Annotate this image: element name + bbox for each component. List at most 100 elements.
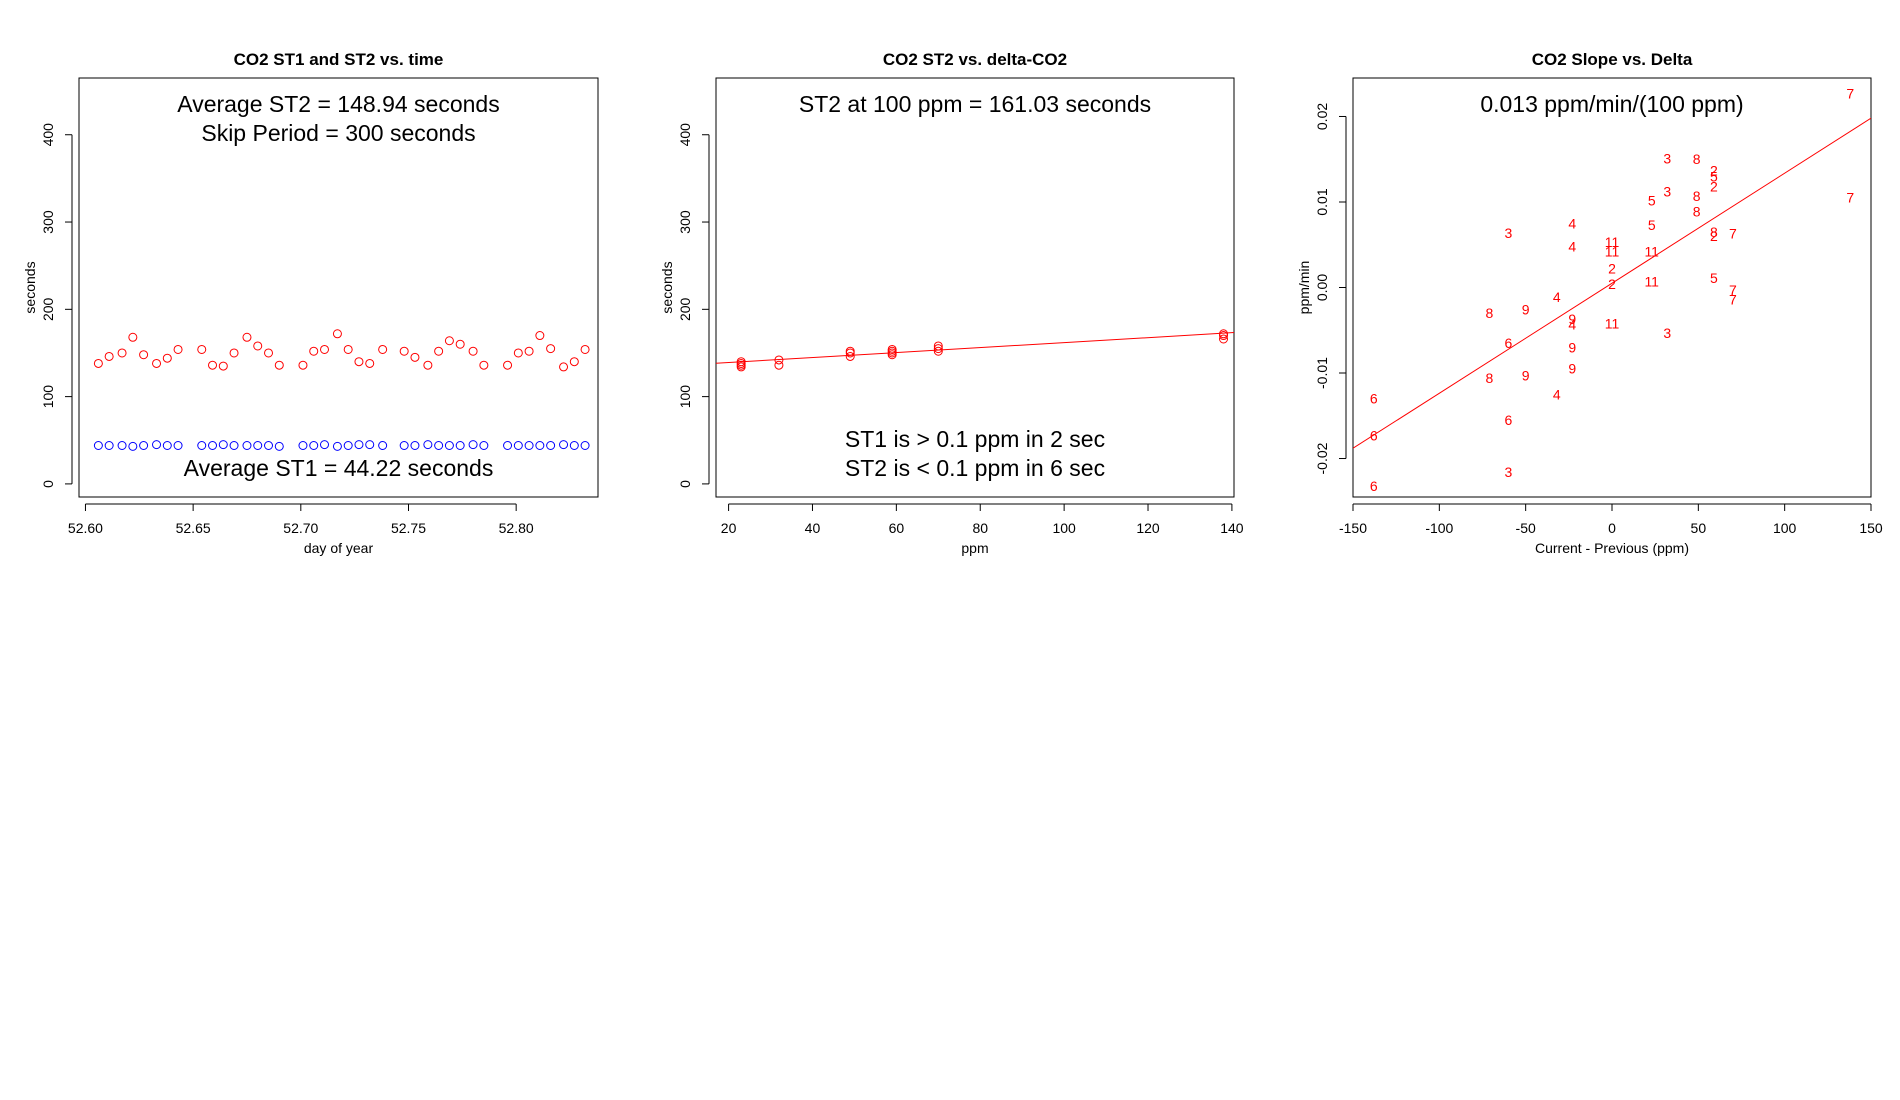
data-point bbox=[546, 344, 556, 354]
x-axis-label: day of year bbox=[304, 540, 374, 556]
data-point-label: 4 bbox=[1553, 386, 1561, 402]
data-point bbox=[423, 440, 433, 450]
data-point-label: 5 bbox=[1710, 168, 1718, 184]
data-point-label: 4 bbox=[1553, 289, 1561, 305]
data-point-label: 9 bbox=[1568, 339, 1576, 355]
x-tick-label: 52.80 bbox=[499, 520, 534, 536]
data-point bbox=[343, 440, 353, 450]
data-point bbox=[354, 440, 364, 450]
data-point bbox=[128, 441, 138, 451]
annotation-top: ST2 at 100 ppm = 161.03 seconds bbox=[799, 91, 1151, 117]
annotation-bottom: ST2 is < 0.1 ppm in 6 sec bbox=[845, 455, 1105, 481]
data-point bbox=[887, 344, 897, 354]
chart-panel-slope-vs-delta: CO2 Slope vs. Delta -150 -100 -50 0 50 100 150 C… bbox=[1296, 50, 1883, 556]
data-point bbox=[524, 440, 534, 450]
x-tick-label: -50 bbox=[1516, 520, 1536, 536]
x-tick-label: 52.75 bbox=[391, 520, 426, 536]
data-point-label: 4 bbox=[1568, 316, 1576, 332]
x-tick-label: 52.65 bbox=[176, 520, 211, 536]
x-tick-label: 40 bbox=[805, 520, 821, 536]
x-tick-label: 100 bbox=[1052, 520, 1076, 536]
data-point-label: 8 bbox=[1693, 188, 1701, 204]
plot-frame bbox=[715, 77, 1235, 498]
data-point bbox=[535, 331, 545, 341]
data-point bbox=[320, 344, 330, 354]
x-tick-label: 150 bbox=[1859, 520, 1883, 536]
data-point bbox=[774, 360, 784, 370]
data-point bbox=[365, 440, 375, 450]
data-point bbox=[264, 348, 274, 358]
y-axis-label: seconds bbox=[22, 261, 38, 313]
x-tick-label: -150 bbox=[1339, 520, 1367, 536]
data-point bbox=[479, 360, 489, 370]
data-point bbox=[559, 362, 569, 372]
data-point bbox=[513, 440, 523, 450]
data-point bbox=[242, 440, 252, 450]
data-point bbox=[399, 346, 409, 356]
x-tick-label: 50 bbox=[1691, 520, 1707, 536]
chart-title: CO2 ST2 vs. delta-CO2 bbox=[883, 50, 1067, 69]
data-point-label: 11 bbox=[1644, 274, 1659, 290]
data-point-label: 5 bbox=[1648, 217, 1656, 233]
chart-panel-st1-st2-vs-time: CO2 ST1 and ST2 vs. time 52.60 52.65 52.70 5… bbox=[22, 50, 599, 556]
data-point bbox=[104, 351, 114, 361]
data-point bbox=[332, 329, 342, 339]
y-tick-label: 200 bbox=[677, 297, 693, 321]
data-point bbox=[546, 440, 556, 450]
data-point bbox=[845, 346, 855, 356]
data-point bbox=[309, 346, 319, 356]
data-point-label: 6 bbox=[1505, 335, 1513, 351]
y-tick-label: 400 bbox=[40, 123, 56, 147]
data-point bbox=[162, 440, 172, 450]
data-point bbox=[434, 346, 444, 356]
data-point-label: 6 bbox=[1370, 391, 1378, 407]
data-point bbox=[569, 357, 579, 367]
data-point bbox=[524, 346, 534, 356]
data-point-label: 9 bbox=[1568, 361, 1576, 377]
data-point bbox=[1219, 334, 1229, 344]
data-point bbox=[93, 358, 103, 368]
x-tick-label: 52.60 bbox=[68, 520, 103, 536]
data-point-label: 4 bbox=[1568, 238, 1576, 254]
data-point bbox=[513, 348, 523, 358]
data-point bbox=[208, 360, 218, 370]
data-point-label: 3 bbox=[1505, 464, 1513, 480]
data-point bbox=[580, 344, 590, 354]
chart-panel-st2-vs-delta: CO2 ST2 vs. delta-CO2 20 40 60 80 100 120 140 pp… bbox=[659, 50, 1244, 556]
x-tick-label: 0 bbox=[1608, 520, 1616, 536]
data-point-label: 6 bbox=[1370, 478, 1378, 494]
data-point-label: 7 bbox=[1729, 282, 1737, 298]
data-point bbox=[468, 346, 478, 356]
annotation-top: Skip Period = 300 seconds bbox=[201, 120, 475, 146]
y-tick-label: 100 bbox=[677, 385, 693, 409]
data-point bbox=[218, 440, 228, 450]
data-point-label: 9 bbox=[1568, 311, 1576, 327]
data-point-label: 4 bbox=[1568, 215, 1576, 231]
data-point bbox=[173, 440, 183, 450]
data-point bbox=[104, 440, 114, 450]
data-point bbox=[503, 440, 513, 450]
x-tick-label: 20 bbox=[721, 520, 737, 536]
data-point bbox=[423, 360, 433, 370]
data-point bbox=[378, 344, 388, 354]
data-point bbox=[736, 357, 746, 367]
data-point-label: 8 bbox=[1486, 370, 1494, 386]
data-point bbox=[242, 332, 252, 342]
x-tick-label: 60 bbox=[889, 520, 905, 536]
y-tick-label: 300 bbox=[677, 210, 693, 234]
data-point bbox=[354, 357, 364, 367]
data-point bbox=[320, 440, 330, 450]
data-point bbox=[933, 346, 943, 356]
data-point-label: 2 bbox=[1608, 261, 1616, 277]
x-tick-label: 100 bbox=[1773, 520, 1797, 536]
regression-line bbox=[716, 332, 1234, 364]
data-point bbox=[117, 440, 127, 450]
data-point-label: 5 bbox=[1710, 270, 1718, 286]
data-point bbox=[253, 341, 263, 351]
data-point bbox=[933, 341, 943, 351]
data-point bbox=[264, 440, 274, 450]
data-point-label: 11 bbox=[1605, 244, 1620, 260]
data-point bbox=[410, 352, 420, 362]
data-point bbox=[410, 440, 420, 450]
